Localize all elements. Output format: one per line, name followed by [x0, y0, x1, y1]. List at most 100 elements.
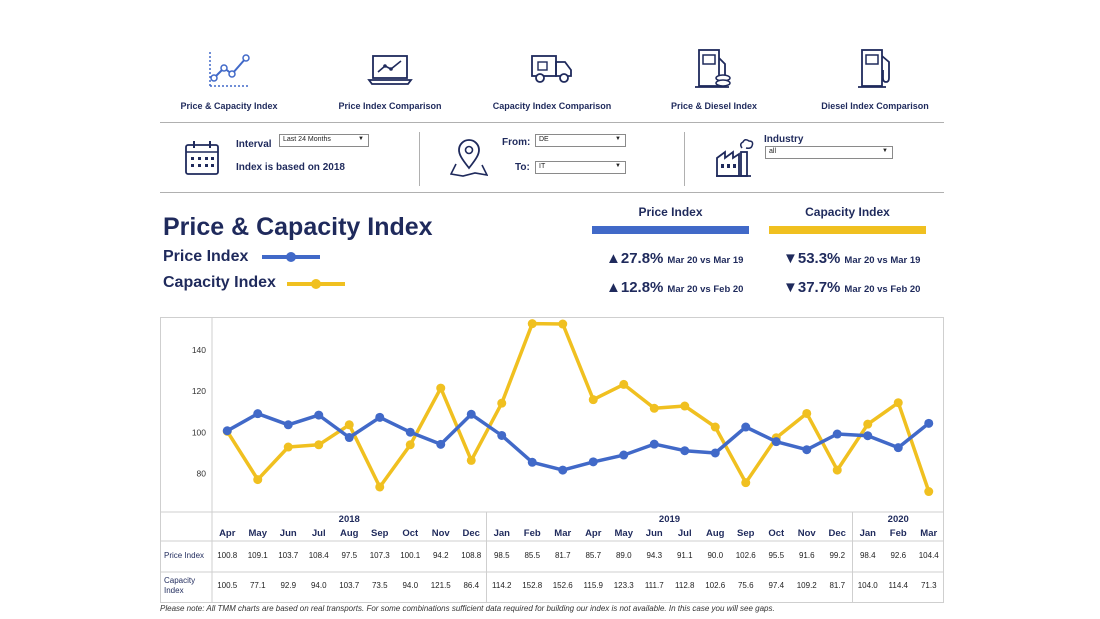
- kpi-value: 27.8%: [620, 250, 664, 267]
- industry-label: Industry: [764, 134, 804, 145]
- x-tick-label: Aug: [340, 528, 359, 539]
- x-tick-label: Jun: [280, 528, 297, 539]
- price-index-point: [253, 409, 263, 419]
- price-index-point: [314, 410, 324, 420]
- industry-select[interactable]: all ▼: [765, 146, 893, 159]
- laptop-chart-icon: [367, 55, 413, 85]
- table-cell: 91.1: [677, 551, 693, 560]
- kpi-price-bar: [592, 226, 749, 234]
- from-select[interactable]: DE ▼: [535, 134, 626, 147]
- arrow-up-icon: ▲: [606, 250, 621, 267]
- nav-price-index-comparison[interactable]: Price Index Comparison: [312, 40, 468, 120]
- legend-capacity-label: Capacity Index: [163, 274, 276, 291]
- table-cell: 104.4: [919, 551, 940, 560]
- capacity-index-point: [649, 403, 659, 413]
- kpi-text: Mar 20 vs Feb 20: [844, 284, 921, 295]
- table-cell: 115.9: [584, 581, 604, 590]
- kpi-price-row-2: ▲12.8% Mar 20 vs Feb 20: [606, 279, 743, 297]
- price-index-point: [771, 437, 781, 447]
- table-cell: 114.2: [492, 581, 512, 590]
- to-select[interactable]: IT ▼: [535, 161, 626, 174]
- capacity-index-point: [863, 419, 873, 429]
- table-cell: 94.3: [646, 551, 662, 560]
- table-cell: 90.0: [707, 551, 723, 560]
- table-cell: 121.5: [431, 581, 452, 590]
- table-cell: 152.8: [522, 581, 543, 590]
- table-cell: 89.0: [616, 551, 632, 560]
- x-tick-label: Oct: [402, 528, 419, 539]
- capacity-index-point: [588, 395, 598, 405]
- factory-icon: [716, 138, 754, 177]
- x-tick-label: Dec: [829, 528, 846, 539]
- price-index-point: [558, 465, 568, 475]
- index-navigation: Price & Capacity Index Price Index Compa…: [160, 40, 944, 120]
- table-cell: 111.7: [645, 581, 664, 590]
- capacity-index-point: [466, 455, 476, 465]
- price-index-point: [832, 429, 842, 439]
- price-index-point: [893, 443, 903, 453]
- price-index-point: [466, 409, 476, 419]
- footnote: Please note: All TMM charts are based on…: [160, 604, 775, 613]
- table-row-label-capacity-line1: Capacity: [164, 576, 195, 585]
- nav-price-capacity-index[interactable]: Price & Capacity Index: [151, 40, 307, 120]
- table-cell: 99.2: [829, 551, 845, 560]
- arrow-up-icon: ▲: [606, 279, 621, 296]
- nav-diesel-index-comparison[interactable]: Diesel Index Comparison: [797, 40, 953, 120]
- x-tick-label: Jul: [678, 528, 692, 539]
- price-index-point: [649, 439, 659, 449]
- nav-label: Price Index Comparison: [338, 101, 442, 111]
- interval-label: Interval: [236, 139, 272, 150]
- table-cell: 75.6: [738, 581, 754, 590]
- capacity-index-point: [710, 422, 720, 432]
- capacity-index-point: [741, 478, 751, 488]
- capacity-index-point: [680, 401, 690, 411]
- kpi-capacity-row-2: ▼37.7% Mar 20 vs Feb 20: [783, 279, 920, 297]
- x-tick-label: Feb: [890, 528, 907, 539]
- capacity-index-point: [924, 487, 934, 497]
- price-index-line: [226, 411, 930, 472]
- nav-price-diesel-index[interactable]: Price & Diesel Index: [636, 40, 792, 120]
- kpi-price-row-1: ▲27.8% Mar 20 vs Mar 19: [606, 250, 743, 268]
- year-label: 2020: [888, 514, 909, 525]
- chevron-down-icon: ▼: [615, 163, 621, 169]
- kpi-capacity-header: Capacity Index: [805, 205, 890, 219]
- price-index-point: [344, 433, 354, 443]
- divider: [419, 132, 420, 186]
- table-cell: 85.7: [585, 551, 601, 560]
- truck-icon: [531, 55, 572, 83]
- table-cell: 77.1: [250, 581, 266, 590]
- price-index-point: [375, 412, 385, 422]
- calendar-icon: [185, 141, 219, 175]
- table-cell: 100.8: [217, 551, 238, 560]
- from-value: DE: [539, 136, 549, 143]
- table-cell: 97.4: [768, 581, 784, 590]
- location-pin-map-icon: [450, 139, 488, 177]
- chevron-down-icon: ▼: [882, 148, 888, 154]
- y-tick-label: 120: [192, 386, 206, 396]
- table-cell: 98.5: [494, 551, 510, 560]
- table-cell: 97.5: [341, 551, 357, 560]
- price-index-point: [436, 439, 446, 449]
- interval-select[interactable]: Last 24 Months ▼: [279, 134, 369, 147]
- price-index-point: [405, 427, 415, 437]
- capacity-index-point: [344, 420, 354, 430]
- x-tick-label: Sep: [737, 528, 755, 539]
- price-index-point: [222, 426, 232, 436]
- table-cell: 71.3: [921, 581, 937, 590]
- kpi-text: Mar 20 vs Feb 20: [667, 284, 744, 295]
- fuel-pump-icon: [858, 49, 890, 88]
- table-cell: 123.3: [614, 581, 635, 590]
- nav-capacity-index-comparison[interactable]: Capacity Index Comparison: [474, 40, 630, 120]
- capacity-index-point: [832, 465, 842, 475]
- table-cell: 108.8: [461, 551, 482, 560]
- interval-value: Last 24 Months: [283, 136, 331, 143]
- y-tick-label: 80: [197, 469, 207, 479]
- page-title: Price & Capacity Index: [163, 213, 433, 241]
- x-tick-label: May: [615, 528, 634, 539]
- to-value: IT: [539, 163, 546, 170]
- table-cell: 109.2: [797, 581, 818, 590]
- table-cell: 103.7: [278, 551, 299, 560]
- nav-label: Price & Diesel Index: [670, 101, 758, 111]
- kpi-value: 37.7%: [797, 279, 841, 296]
- table-cell: 107.3: [370, 551, 391, 560]
